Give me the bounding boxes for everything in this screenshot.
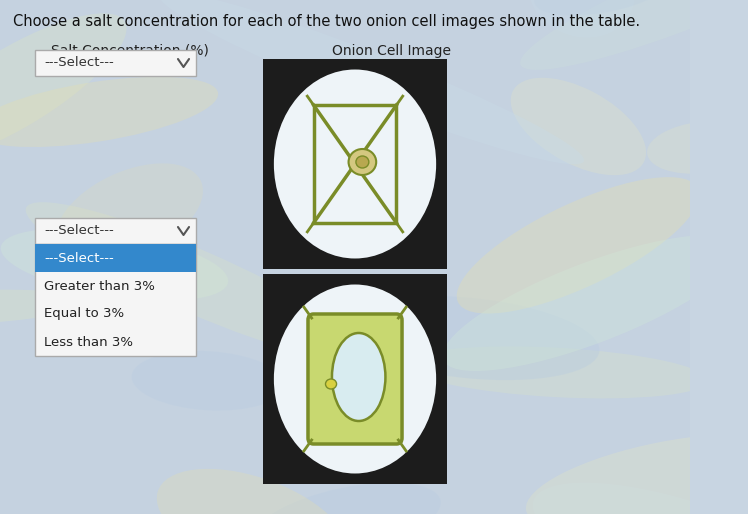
Ellipse shape — [253, 483, 441, 514]
Ellipse shape — [1, 229, 228, 301]
Text: Equal to 3%: Equal to 3% — [44, 307, 124, 321]
Ellipse shape — [56, 163, 203, 263]
FancyBboxPatch shape — [35, 50, 197, 76]
Ellipse shape — [325, 379, 337, 389]
Ellipse shape — [405, 346, 708, 398]
Ellipse shape — [511, 78, 646, 175]
Ellipse shape — [159, 0, 584, 164]
Ellipse shape — [0, 77, 218, 147]
Ellipse shape — [132, 351, 285, 411]
Ellipse shape — [0, 289, 91, 326]
Text: Onion Cell Image: Onion Cell Image — [332, 44, 451, 58]
Text: Salt Concentration (%): Salt Concentration (%) — [51, 44, 209, 58]
Bar — [313, 105, 396, 223]
Ellipse shape — [356, 156, 369, 168]
Bar — [263, 274, 447, 484]
Bar — [263, 59, 447, 269]
FancyBboxPatch shape — [35, 218, 197, 244]
Ellipse shape — [274, 285, 436, 473]
Ellipse shape — [647, 121, 748, 174]
Ellipse shape — [0, 13, 126, 163]
Text: Less than 3%: Less than 3% — [44, 336, 133, 348]
Text: Greater than 3%: Greater than 3% — [44, 280, 155, 292]
Ellipse shape — [339, 296, 599, 380]
Ellipse shape — [349, 149, 376, 175]
Ellipse shape — [457, 177, 699, 314]
Bar — [35, 244, 197, 272]
Ellipse shape — [443, 235, 740, 371]
Text: ---Select---: ---Select--- — [44, 251, 114, 265]
FancyBboxPatch shape — [35, 244, 197, 356]
Text: ---Select---: ---Select--- — [44, 225, 114, 237]
Ellipse shape — [526, 434, 748, 514]
Text: Choose a salt concentration for each of the two onion cell images shown in the t: Choose a salt concentration for each of … — [13, 14, 640, 29]
Ellipse shape — [533, 483, 748, 514]
Ellipse shape — [157, 469, 348, 514]
Ellipse shape — [274, 69, 436, 259]
Ellipse shape — [534, 0, 672, 15]
FancyBboxPatch shape — [308, 314, 402, 444]
Ellipse shape — [25, 202, 366, 361]
Text: ---Select---: ---Select--- — [44, 57, 114, 69]
Ellipse shape — [520, 0, 748, 70]
Ellipse shape — [332, 333, 385, 421]
Ellipse shape — [528, 0, 634, 38]
